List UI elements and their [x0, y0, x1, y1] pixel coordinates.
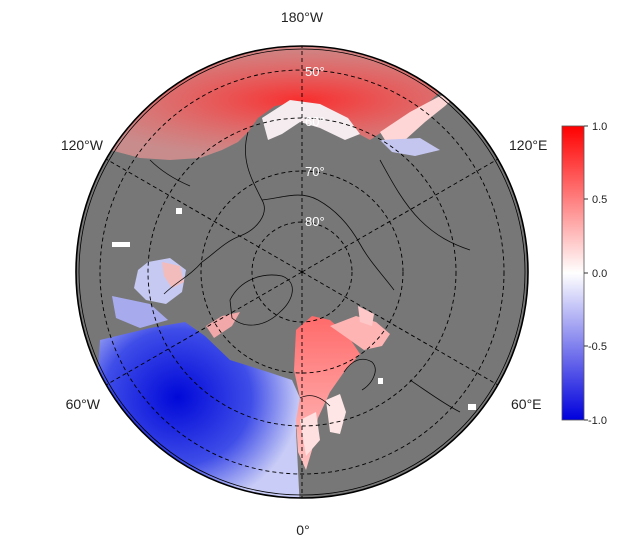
kara-sea-field [358, 306, 374, 326]
colorbar-tick-neg1: -1.0 [588, 415, 607, 427]
map-border [75, 45, 529, 499]
colorbar-tick-neg0.5: -0.5 [588, 341, 607, 353]
map-border-inner [78, 48, 526, 496]
meridian-120w [105, 158, 303, 273]
meridian-60e [301, 271, 499, 386]
lon-label-120w: 120°W [61, 137, 104, 153]
lat-label-80: 80° [305, 214, 325, 229]
colorbar: 1.0 0.5 0.0 -0.5 -1.0 [561, 121, 607, 427]
east-pacific-blueish [380, 138, 440, 156]
colorbar-tick-0: 0.0 [592, 268, 607, 280]
lat-circle-70 [200, 170, 404, 374]
lon-label-0: 0° [296, 522, 309, 538]
bering-white-zone [262, 100, 360, 140]
lon-label-60e: 60°E [511, 396, 542, 412]
colorbar-tick-1: 1.0 [592, 121, 607, 133]
lat-label-60: 60° [305, 114, 325, 129]
colorbar-tick-0.5: 0.5 [592, 194, 607, 206]
lon-label-60w: 60°W [66, 396, 101, 412]
baltic-field [326, 394, 346, 434]
hudson-bay-red-patch [162, 262, 184, 288]
lat-label-50: 50° [305, 64, 325, 79]
lon-label-120e: 120°E [509, 137, 547, 153]
white-specks [112, 208, 476, 410]
map-disc: 50° 60° 70° 80° [76, 46, 528, 498]
lat-circle-50 [99, 69, 505, 475]
okhotsk-pale [380, 92, 460, 148]
meridian-120e [301, 158, 499, 273]
meridian-60w [105, 271, 303, 386]
labrador-blue [112, 296, 168, 328]
meridians [105, 46, 499, 498]
colorbar-ramp [561, 125, 585, 421]
uk-waters-pale [300, 412, 320, 456]
lon-label-180w: 180°W [281, 9, 324, 25]
greenland-sea-red [206, 312, 240, 338]
barents-sea-field [330, 316, 390, 350]
colorbar-tick-marks [584, 125, 588, 421]
lat-label-70: 70° [305, 164, 325, 179]
